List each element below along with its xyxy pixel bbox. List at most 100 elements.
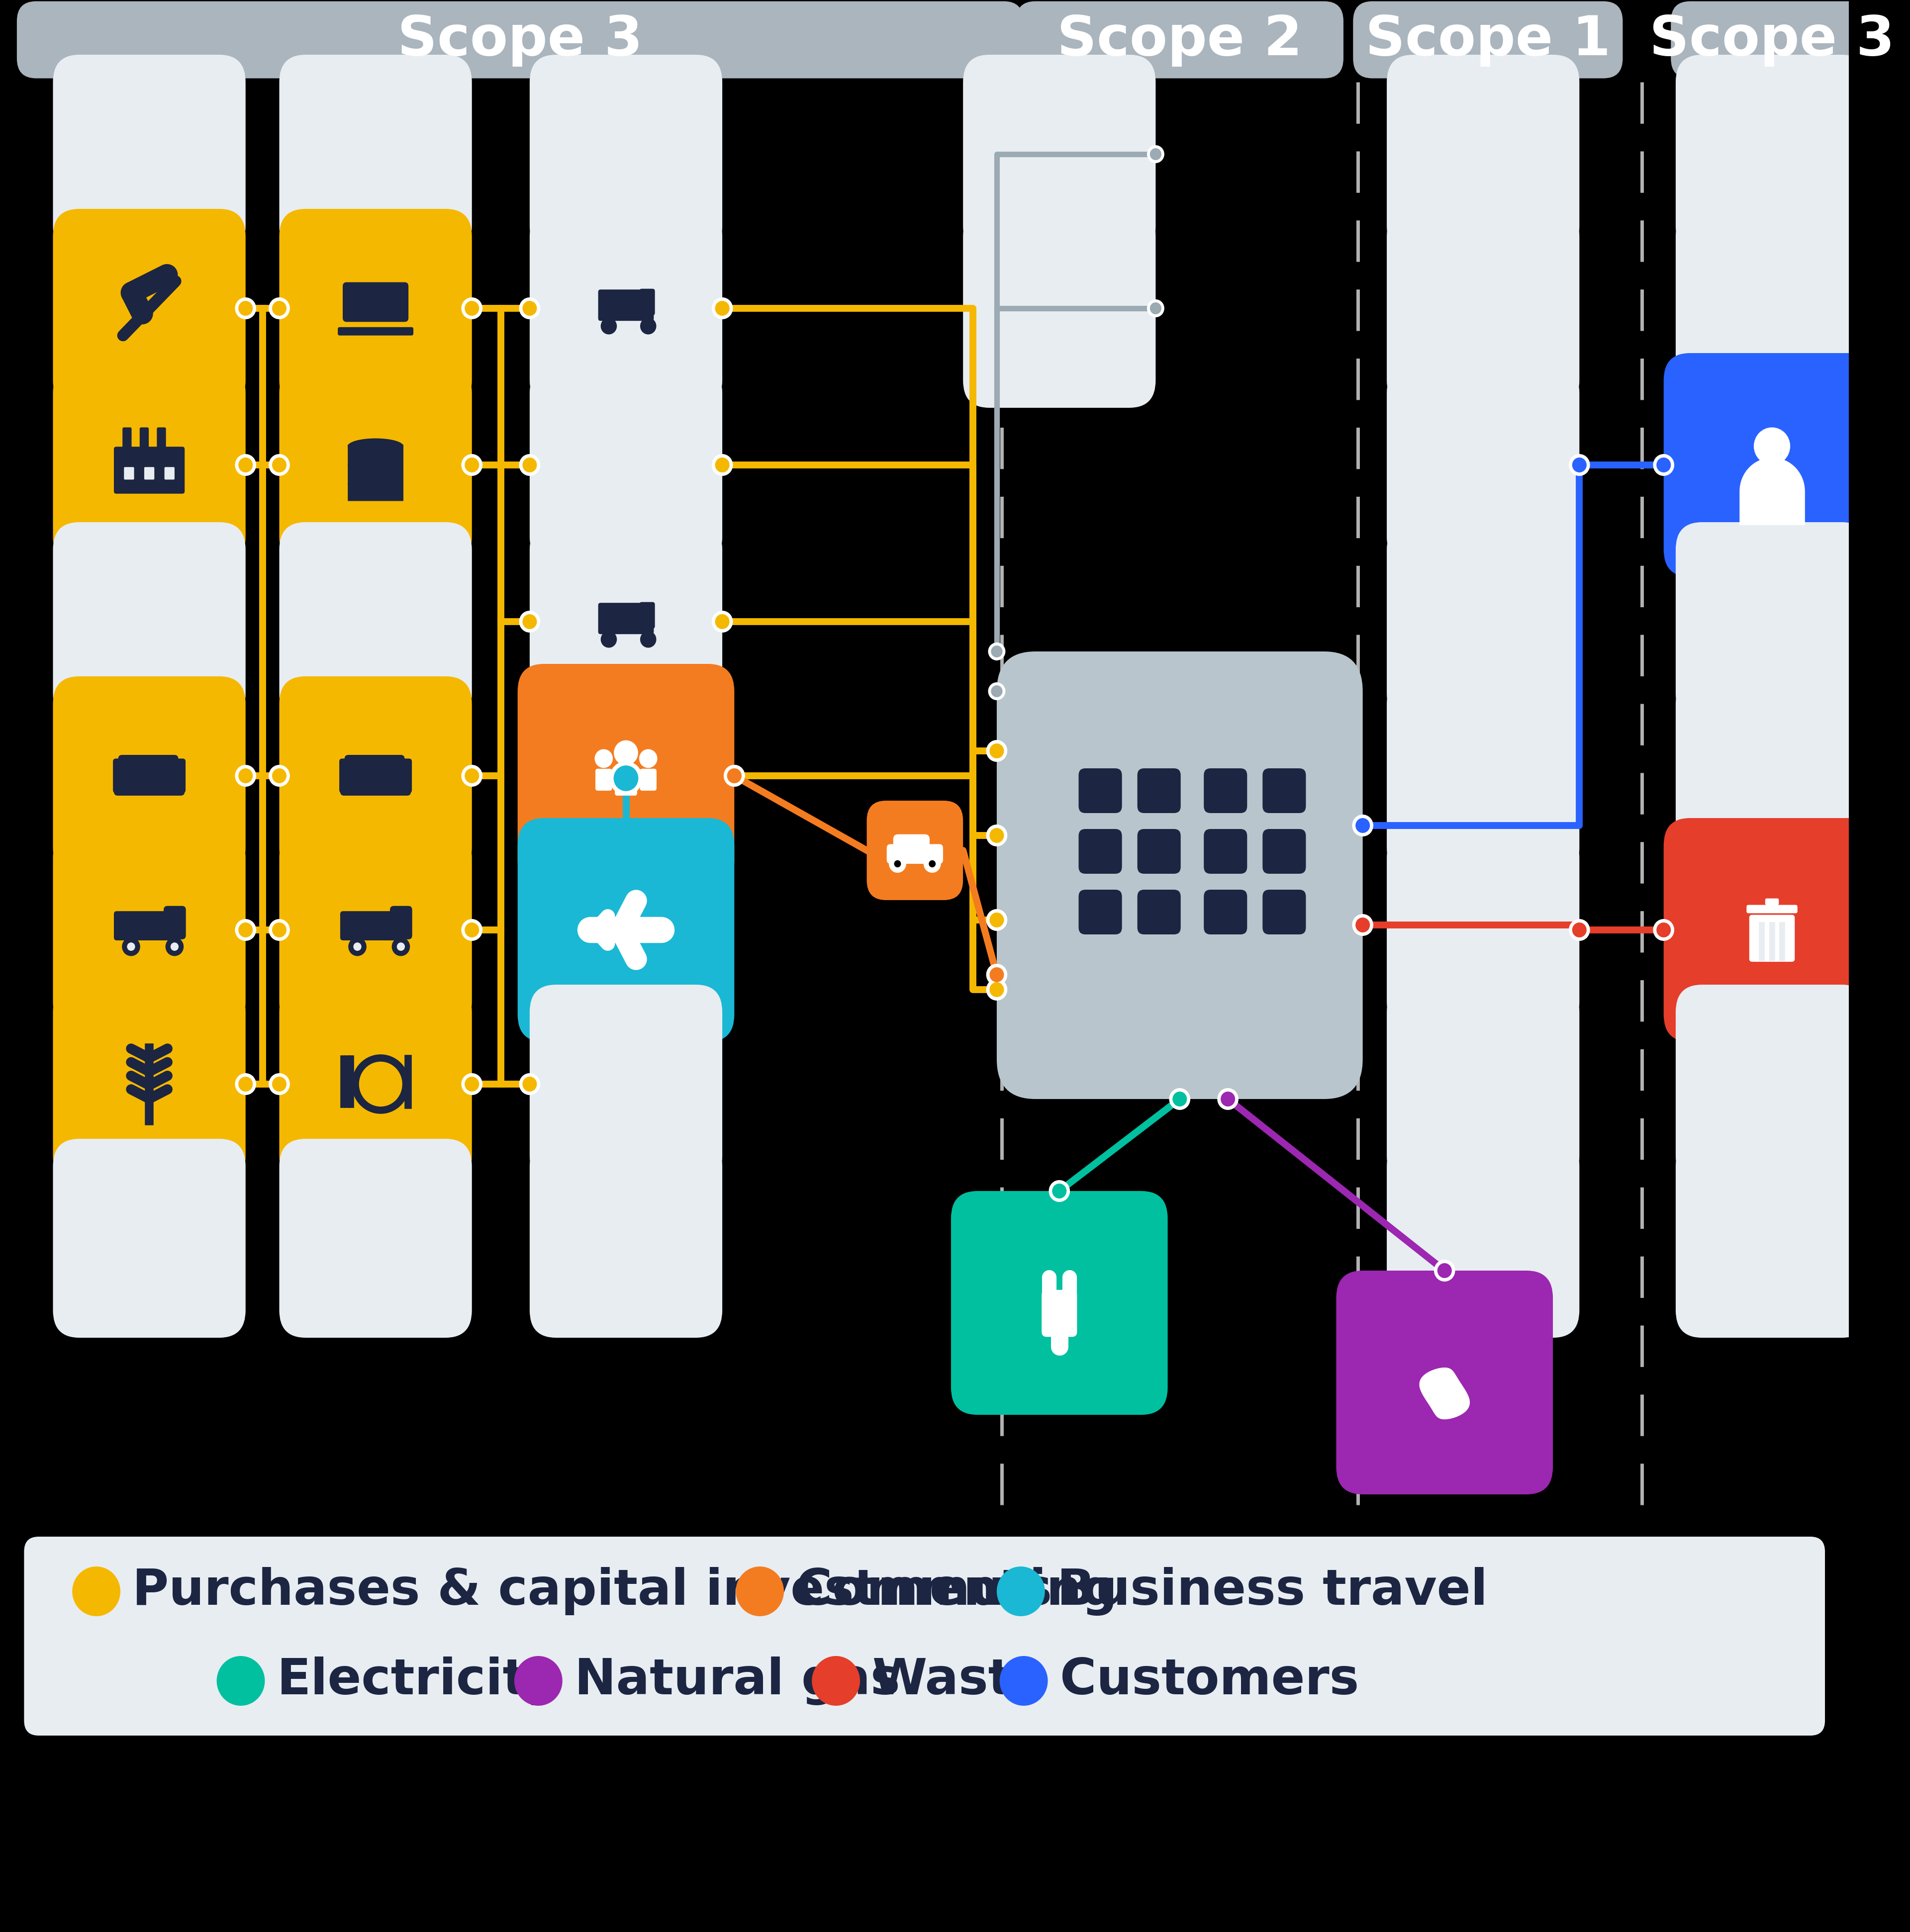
FancyBboxPatch shape [1079, 829, 1121, 873]
Text: Waste: Waste [873, 1658, 1047, 1704]
Circle shape [724, 765, 745, 786]
Circle shape [894, 860, 902, 867]
Circle shape [640, 632, 657, 647]
FancyBboxPatch shape [1671, 2, 1874, 79]
Text: Commuting: Commuting [796, 1567, 1117, 1615]
FancyBboxPatch shape [1765, 898, 1778, 904]
Circle shape [1052, 1184, 1066, 1198]
FancyBboxPatch shape [640, 288, 655, 315]
Circle shape [1220, 1092, 1236, 1107]
Circle shape [1753, 427, 1790, 466]
Circle shape [1652, 454, 1675, 475]
Circle shape [462, 920, 483, 941]
Circle shape [1150, 301, 1161, 315]
FancyBboxPatch shape [53, 522, 246, 721]
Circle shape [239, 922, 252, 937]
FancyBboxPatch shape [340, 759, 353, 792]
Circle shape [464, 301, 479, 315]
Text: Purchases & capital investments: Purchases & capital investments [132, 1567, 1052, 1615]
Text: Electricity: Electricity [277, 1656, 560, 1706]
FancyBboxPatch shape [1203, 829, 1247, 873]
Circle shape [462, 1072, 483, 1095]
FancyBboxPatch shape [279, 522, 472, 721]
FancyBboxPatch shape [340, 773, 411, 796]
Circle shape [464, 458, 479, 473]
Circle shape [271, 769, 286, 782]
Circle shape [611, 763, 640, 794]
FancyBboxPatch shape [53, 365, 246, 564]
FancyBboxPatch shape [115, 912, 174, 941]
Circle shape [520, 611, 541, 632]
Circle shape [1438, 1264, 1452, 1279]
FancyBboxPatch shape [529, 54, 722, 253]
Circle shape [991, 645, 1003, 657]
FancyBboxPatch shape [1263, 769, 1306, 813]
FancyBboxPatch shape [1675, 1138, 1868, 1337]
Circle shape [986, 910, 1007, 931]
Circle shape [464, 769, 479, 782]
Circle shape [462, 298, 483, 319]
Circle shape [235, 1072, 256, 1095]
FancyBboxPatch shape [1387, 209, 1580, 408]
Circle shape [1656, 922, 1671, 937]
Circle shape [1148, 299, 1165, 317]
Circle shape [1049, 1180, 1070, 1202]
Circle shape [1150, 149, 1161, 160]
Circle shape [986, 825, 1007, 846]
Circle shape [464, 922, 479, 937]
FancyBboxPatch shape [1387, 54, 1580, 253]
Circle shape [235, 298, 256, 319]
Circle shape [999, 1656, 1049, 1706]
Circle shape [128, 943, 136, 951]
FancyBboxPatch shape [1675, 522, 1868, 721]
FancyBboxPatch shape [1387, 1138, 1580, 1337]
FancyBboxPatch shape [598, 603, 653, 634]
Circle shape [397, 943, 405, 951]
FancyBboxPatch shape [53, 831, 246, 1030]
FancyBboxPatch shape [348, 464, 403, 483]
FancyBboxPatch shape [529, 522, 722, 721]
Circle shape [997, 1567, 1045, 1617]
Circle shape [1568, 920, 1589, 941]
FancyBboxPatch shape [1079, 889, 1121, 935]
FancyBboxPatch shape [157, 427, 166, 450]
FancyBboxPatch shape [1263, 829, 1306, 873]
FancyBboxPatch shape [1675, 54, 1868, 253]
FancyBboxPatch shape [1203, 769, 1247, 813]
Circle shape [724, 765, 745, 786]
FancyBboxPatch shape [53, 54, 246, 253]
FancyBboxPatch shape [1387, 365, 1580, 564]
Circle shape [239, 1076, 252, 1092]
Circle shape [271, 458, 286, 473]
Circle shape [602, 317, 617, 334]
Circle shape [728, 769, 741, 782]
Circle shape [1173, 1092, 1186, 1107]
Circle shape [239, 769, 252, 782]
FancyBboxPatch shape [344, 755, 405, 777]
Circle shape [1356, 918, 1369, 933]
FancyBboxPatch shape [1136, 829, 1180, 873]
FancyBboxPatch shape [529, 985, 722, 1184]
FancyBboxPatch shape [1746, 904, 1797, 914]
Circle shape [523, 458, 537, 473]
Ellipse shape [348, 439, 403, 454]
Circle shape [271, 922, 286, 937]
Text: Natural gas: Natural gas [575, 1656, 900, 1706]
FancyBboxPatch shape [1352, 2, 1624, 79]
FancyBboxPatch shape [17, 2, 1024, 79]
FancyBboxPatch shape [1041, 1291, 1077, 1337]
FancyBboxPatch shape [1263, 889, 1306, 935]
FancyBboxPatch shape [1387, 831, 1580, 1030]
FancyBboxPatch shape [279, 365, 472, 564]
FancyBboxPatch shape [279, 1138, 472, 1337]
Circle shape [269, 1072, 290, 1095]
FancyBboxPatch shape [390, 906, 413, 939]
Circle shape [216, 1656, 265, 1706]
Circle shape [235, 920, 256, 941]
FancyBboxPatch shape [640, 769, 657, 790]
FancyBboxPatch shape [145, 468, 155, 479]
FancyBboxPatch shape [1136, 769, 1180, 813]
Circle shape [392, 937, 411, 956]
Text: Scope 2: Scope 2 [1056, 14, 1303, 66]
Circle shape [1148, 145, 1165, 162]
